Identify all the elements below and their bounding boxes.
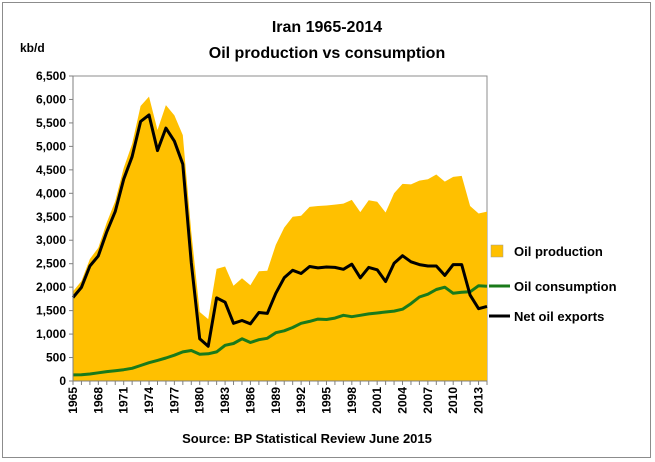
y-tick-label: 4,000 — [36, 186, 66, 200]
x-tick-label: 1998 — [345, 387, 359, 414]
x-tick-label: 2010 — [446, 387, 460, 414]
chart-subtitle: Oil production vs consumption — [209, 45, 445, 62]
x-tick-label: 1989 — [269, 387, 283, 414]
x-tick-label: 2007 — [421, 387, 435, 414]
x-tick-label: 1971 — [117, 387, 131, 414]
y-tick-label: 2,500 — [36, 257, 66, 271]
plot-area — [71, 75, 488, 382]
y-tick-label: 5,500 — [36, 116, 66, 130]
x-tick-label: 1986 — [243, 387, 257, 414]
y-tick-label: 6,000 — [36, 92, 66, 106]
y-tick-label: 0 — [59, 374, 66, 388]
y-tick-label: 1,000 — [36, 327, 66, 341]
y-tick-label: 6,500 — [36, 69, 66, 83]
x-tick-label: 1968 — [91, 387, 105, 414]
y-tick-label: 3,500 — [36, 210, 66, 224]
x-axis-ticks: 1965 1968 1971 1974 1977 1980 1983 1986 1989 1992… — [66, 381, 488, 414]
source-note: Source: BP Statistical Review June 2015 — [182, 431, 432, 446]
x-tick-label: 1995 — [319, 387, 333, 414]
chart-title: Iran 1965-2014 — [272, 19, 382, 36]
x-tick-label: 2004 — [396, 387, 410, 414]
legend: Oil production Oil consumption Net oil exp… — [489, 244, 617, 324]
y-tick-label: 3,000 — [36, 233, 66, 247]
y-tick-label: 4,500 — [36, 163, 66, 177]
y-tick-label: 1,500 — [36, 304, 66, 318]
y-axis-ticks: 0 500 1,000 1,500 2,000 2,500 3,000 3,500 4,000 4… — [36, 69, 73, 388]
x-tick-label: 2013 — [472, 387, 486, 414]
oil-production-legend-label: Oil production — [514, 244, 603, 259]
x-tick-label: 1980 — [193, 387, 207, 414]
x-tick-label: 1977 — [167, 387, 181, 414]
x-tick-label: 2001 — [370, 387, 384, 414]
oil-consumption-line — [72, 284, 488, 377]
x-tick-label: 1965 — [66, 387, 80, 414]
net-oil-exports-legend-label: Net oil exports — [514, 309, 604, 324]
x-tick-label: 1992 — [294, 387, 308, 414]
y-axis-label: kb/d — [20, 41, 45, 55]
y-tick-label: 5,000 — [36, 139, 66, 153]
net-oil-exports-line — [71, 113, 488, 348]
oil-production-area — [73, 96, 487, 381]
oil-consumption-legend-label: Oil consumption — [514, 279, 617, 294]
oil-production-legend-swatch — [490, 244, 504, 258]
y-tick-label: 2,000 — [36, 280, 66, 294]
y-tick-label: 500 — [46, 351, 66, 365]
x-tick-label: 1983 — [218, 387, 232, 414]
x-tick-label: 1974 — [142, 387, 156, 414]
